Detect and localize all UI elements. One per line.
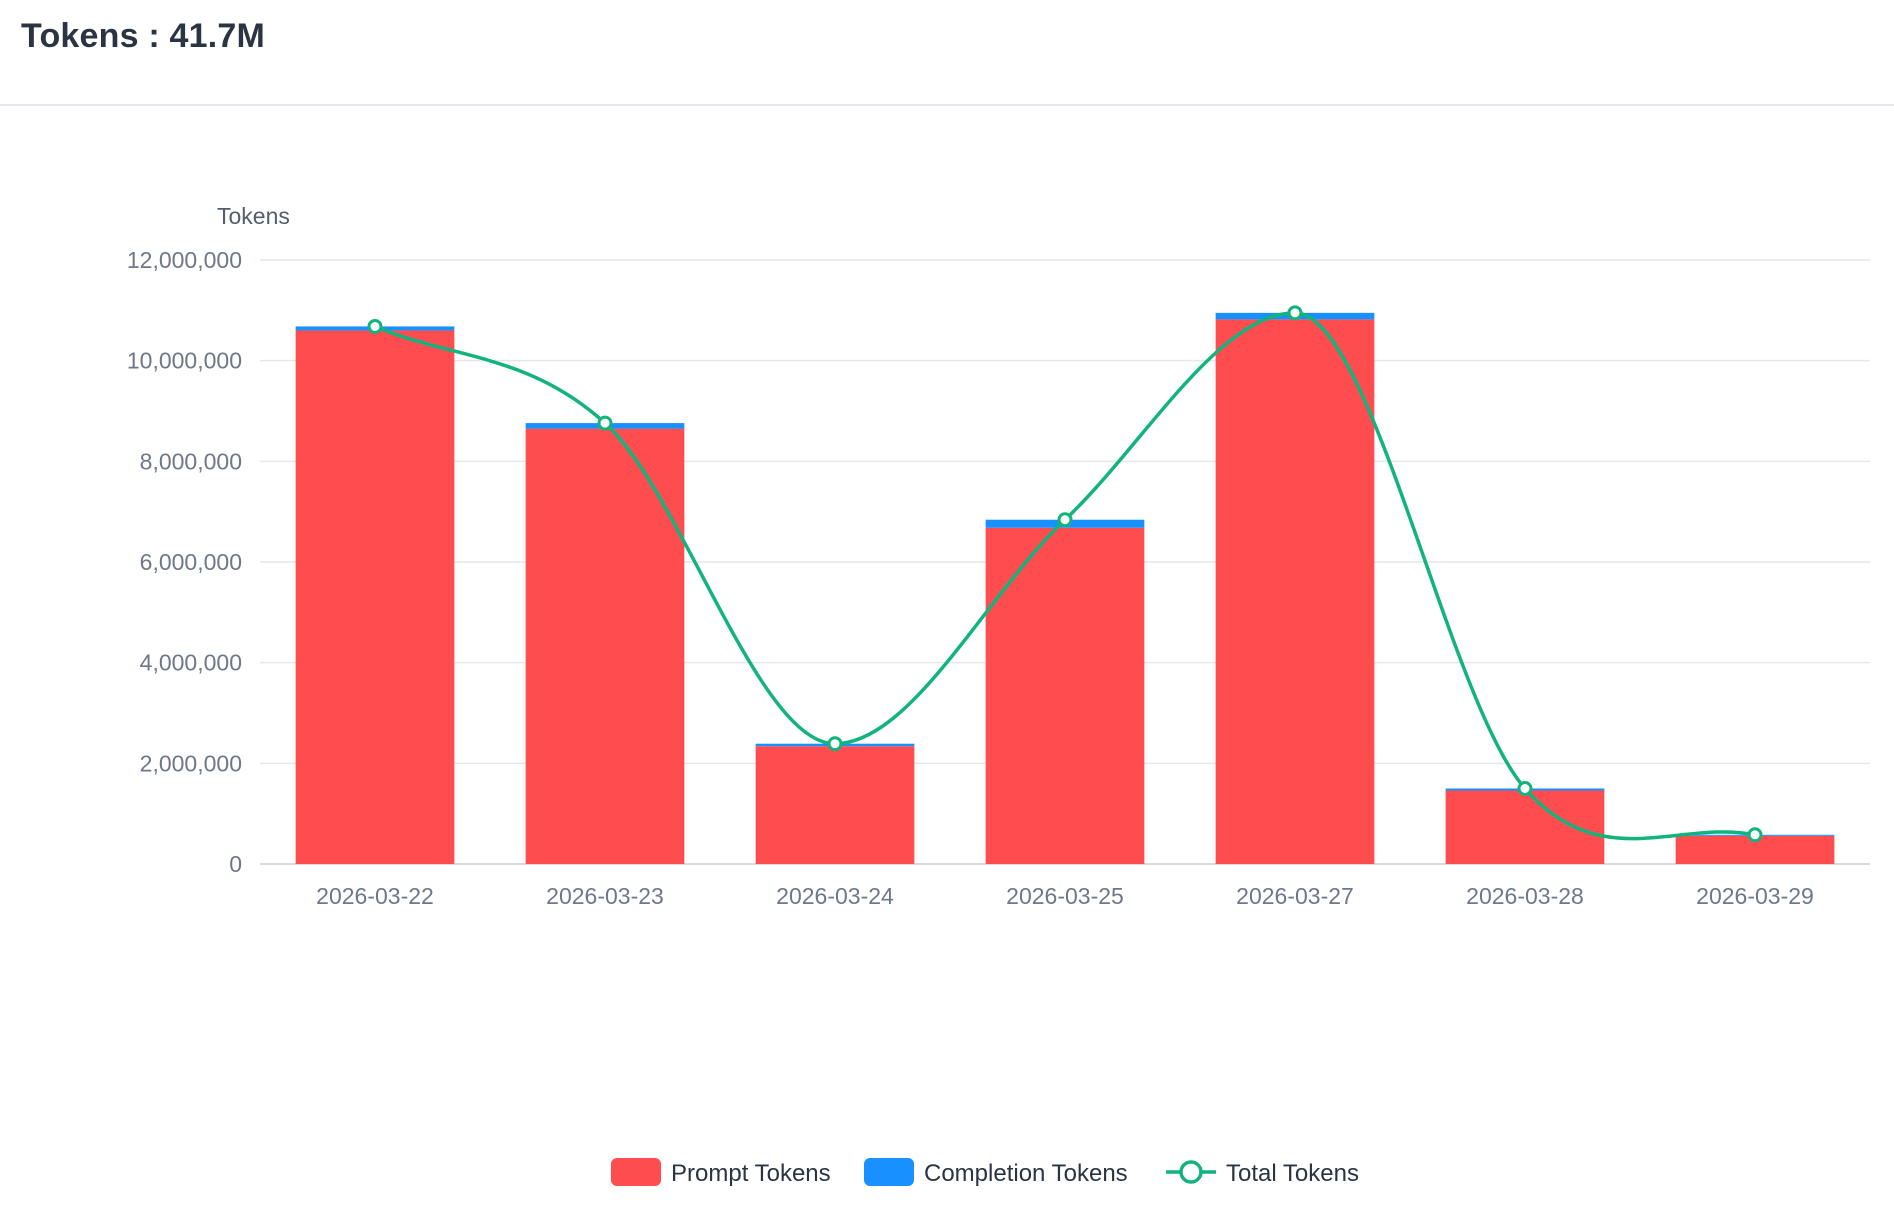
page-title: Tokens : 41.7M <box>21 17 266 55</box>
page-header: Tokens : 41.7M <box>0 0 1894 106</box>
tokens-chart: Tokens 0 2,000,000 4,000,000 6,000,000 8,000… <box>127 203 1870 1187</box>
prompt-tokens-bar[interactable] <box>525 428 685 864</box>
legend-label: Prompt Tokens <box>671 1160 831 1187</box>
y-tick-label: 10,000,000 <box>127 348 242 374</box>
x-axis-ticks: 2026-03-22 2026-03-23 2026-03-24 2026-03-25… <box>316 883 1814 909</box>
legend-swatch <box>611 1158 661 1186</box>
total-tokens-point[interactable] <box>597 415 613 431</box>
prompt-tokens-bar[interactable] <box>985 527 1145 864</box>
prompt-tokens-bar[interactable] <box>1445 790 1605 864</box>
y-tick-label: 4,000,000 <box>140 650 242 676</box>
y-tick-label: 8,000,000 <box>140 448 242 474</box>
y-tick-label: 0 <box>229 851 242 877</box>
total-tokens-point[interactable] <box>1057 512 1073 528</box>
x-tick-label: 2026-03-29 <box>1696 883 1814 909</box>
bars <box>295 312 1835 864</box>
total-tokens-point[interactable] <box>367 318 383 334</box>
legend-item-completion-tokens[interactable]: Completion Tokens <box>864 1158 1128 1187</box>
legend-swatch <box>864 1158 914 1186</box>
x-tick-label: 2026-03-24 <box>776 883 894 909</box>
total-line <box>367 305 1763 843</box>
y-tick-label: 2,000,000 <box>140 750 242 776</box>
y-tick-label: 12,000,000 <box>127 247 242 273</box>
x-tick-label: 2026-03-27 <box>1236 883 1354 909</box>
total-tokens-line <box>374 311 1756 841</box>
total-tokens-point[interactable] <box>827 736 843 752</box>
y-tick-label: 6,000,000 <box>140 549 242 575</box>
legend-label: Total Tokens <box>1226 1160 1359 1187</box>
legend[interactable]: Prompt Tokens Completion Tokens Total Toke… <box>611 1158 1359 1187</box>
legend-swatch-marker <box>1179 1160 1203 1184</box>
prompt-tokens-bar[interactable] <box>295 330 455 864</box>
total-tokens-point[interactable] <box>1287 305 1303 321</box>
y-axis-ticks: 0 2,000,000 4,000,000 6,000,000 8,000,000 10,… <box>127 247 242 877</box>
total-tokens-point[interactable] <box>1517 781 1533 796</box>
total-tokens-point[interactable] <box>1747 827 1763 843</box>
legend-item-total-tokens[interactable]: Total Tokens <box>1166 1160 1359 1187</box>
x-tick-label: 2026-03-22 <box>316 883 434 909</box>
x-tick-label: 2026-03-25 <box>1006 883 1124 909</box>
prompt-tokens-bar[interactable] <box>755 746 915 864</box>
x-tick-label: 2026-03-28 <box>1466 883 1584 909</box>
prompt-tokens-bar[interactable] <box>1215 319 1375 864</box>
y-axis-title: Tokens <box>217 203 290 229</box>
legend-item-prompt-tokens[interactable]: Prompt Tokens <box>611 1158 831 1187</box>
legend-label: Completion Tokens <box>924 1160 1128 1187</box>
x-tick-label: 2026-03-23 <box>546 883 664 909</box>
